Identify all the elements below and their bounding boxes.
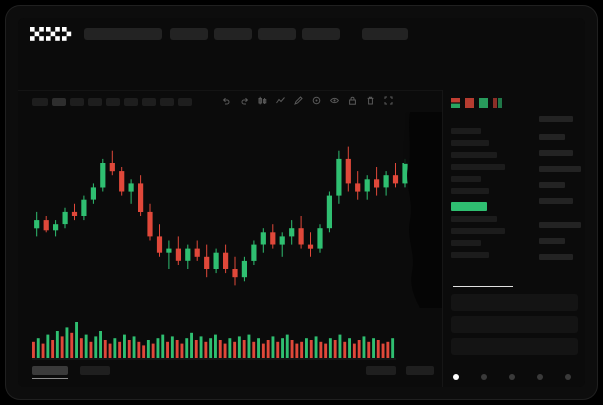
line-chart-icon[interactable] — [276, 96, 285, 105]
orderbook-row[interactable] — [539, 134, 565, 140]
orderbook-row[interactable] — [451, 252, 489, 258]
spread-highlight — [451, 202, 487, 211]
orderbook-panel: Buy Sell — [442, 90, 585, 387]
fullscreen-icon[interactable] — [384, 96, 393, 105]
timeframe-option-6[interactable] — [124, 98, 138, 106]
order-form-tabs: Buy Sell — [443, 268, 585, 288]
device-viewport: Spot Trading — [18, 18, 585, 387]
okx-logo-icon[interactable] — [30, 27, 72, 41]
orderbook-row[interactable] — [539, 150, 573, 156]
tab-order-history[interactable] — [80, 366, 110, 375]
market-header-bar: Spot Trading — [18, 50, 585, 115]
timeframe-option-8[interactable] — [160, 98, 174, 106]
book-asks-icon[interactable] — [465, 95, 474, 108]
orderbook-header-right — [539, 116, 573, 122]
slider-dot-0[interactable] — [453, 374, 459, 380]
shadow-overlay — [396, 112, 444, 308]
orderbook-row[interactable] — [539, 222, 581, 228]
order-total-field[interactable] — [451, 338, 578, 355]
orderbook-row[interactable] — [539, 238, 565, 244]
nav-item-2[interactable] — [214, 28, 252, 40]
order-price-field[interactable] — [451, 294, 578, 311]
volume-bar-chart[interactable] — [18, 314, 442, 366]
top-navigation-bar — [18, 18, 585, 50]
orderbook-row[interactable] — [451, 176, 481, 182]
trash-icon[interactable] — [366, 96, 375, 105]
slider-dot-1[interactable] — [481, 374, 487, 380]
timeframe-option-1[interactable] — [32, 98, 48, 106]
timeframe-option-7[interactable] — [142, 98, 156, 106]
nav-item-5[interactable] — [362, 28, 408, 40]
amount-slider[interactable] — [443, 374, 585, 384]
orderbook-row[interactable] — [539, 182, 565, 188]
order-amount-field[interactable] — [451, 316, 578, 333]
tab-open-orders[interactable] — [32, 366, 68, 375]
slider-dot-4[interactable] — [565, 374, 571, 380]
tab-right-action-2[interactable] — [406, 366, 434, 375]
orderbook-row[interactable] — [451, 188, 489, 194]
orderbook-row[interactable] — [451, 228, 505, 234]
nav-item-1[interactable] — [170, 28, 208, 40]
orderbook-row[interactable] — [539, 198, 573, 204]
undo-icon[interactable] — [222, 96, 231, 105]
slider-dot-3[interactable] — [537, 374, 543, 380]
chart-tool-icons — [222, 96, 393, 105]
nav-item-3[interactable] — [258, 28, 296, 40]
orderbook-row[interactable] — [451, 164, 505, 170]
book-depth-icon[interactable] — [493, 95, 502, 108]
candlestick-icon[interactable] — [258, 96, 267, 105]
slider-dot-2[interactable] — [509, 374, 515, 380]
eye-icon[interactable] — [330, 96, 339, 105]
orderbook-row[interactable] — [539, 254, 573, 260]
price-candlestick-chart[interactable] — [18, 112, 442, 314]
buy-tab-underline — [453, 286, 513, 287]
book-both-icon[interactable] — [451, 95, 460, 108]
tablet-device-frame: Spot Trading — [6, 6, 597, 399]
pencil-icon[interactable] — [294, 96, 303, 105]
orderbook-view-toolbar — [443, 90, 585, 110]
book-bids-icon[interactable] — [479, 95, 488, 108]
orderbook-row[interactable] — [451, 140, 489, 146]
lock-icon[interactable] — [348, 96, 357, 105]
orderbook-row[interactable] — [539, 166, 581, 172]
orderbook-row[interactable] — [451, 152, 497, 158]
orderbook-row[interactable] — [451, 128, 481, 134]
timeframe-option-5[interactable] — [106, 98, 120, 106]
global-search-input[interactable] — [84, 28, 162, 40]
orderbook-row[interactable] — [451, 240, 481, 246]
volume-svg — [32, 322, 396, 360]
nav-item-4[interactable] — [302, 28, 340, 40]
orderbook-row[interactable] — [451, 216, 497, 222]
redo-icon[interactable] — [240, 96, 249, 105]
timeframe-option-9[interactable] — [178, 98, 192, 106]
magnet-icon[interactable] — [312, 96, 321, 105]
timeframe-option-3[interactable] — [70, 98, 84, 106]
timeframe-option-2-active[interactable] — [52, 98, 66, 106]
timeframe-option-4[interactable] — [88, 98, 102, 106]
candles-svg — [34, 146, 436, 286]
tab-right-action-1[interactable] — [366, 366, 396, 375]
chart-toolbar — [18, 90, 442, 114]
tab-active-underline — [32, 378, 68, 379]
